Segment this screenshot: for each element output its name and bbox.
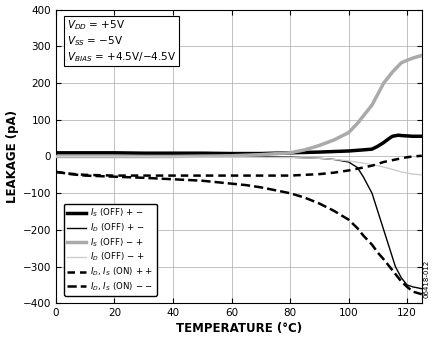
Legend: $I_S$ (OFF) + −, $I_D$ (OFF) + −, $I_S$ (OFF) − +, $I_D$ (OFF) − +, $I_D$, $I_S$: $I_S$ (OFF) + −, $I_D$ (OFF) + −, $I_S$ … [64, 204, 156, 296]
Text: $V_{DD}$ = +5V
$V_{SS}$ = −5V
$V_{BIAS}$ = +4.5V/−4.5V: $V_{DD}$ = +5V $V_{SS}$ = −5V $V_{BIAS}$… [67, 18, 176, 64]
Y-axis label: LEAKAGE (pA): LEAKAGE (pA) [6, 110, 19, 203]
X-axis label: TEMPERATURE (°C): TEMPERATURE (°C) [175, 323, 301, 336]
Text: 06418-012: 06418-012 [423, 259, 429, 298]
